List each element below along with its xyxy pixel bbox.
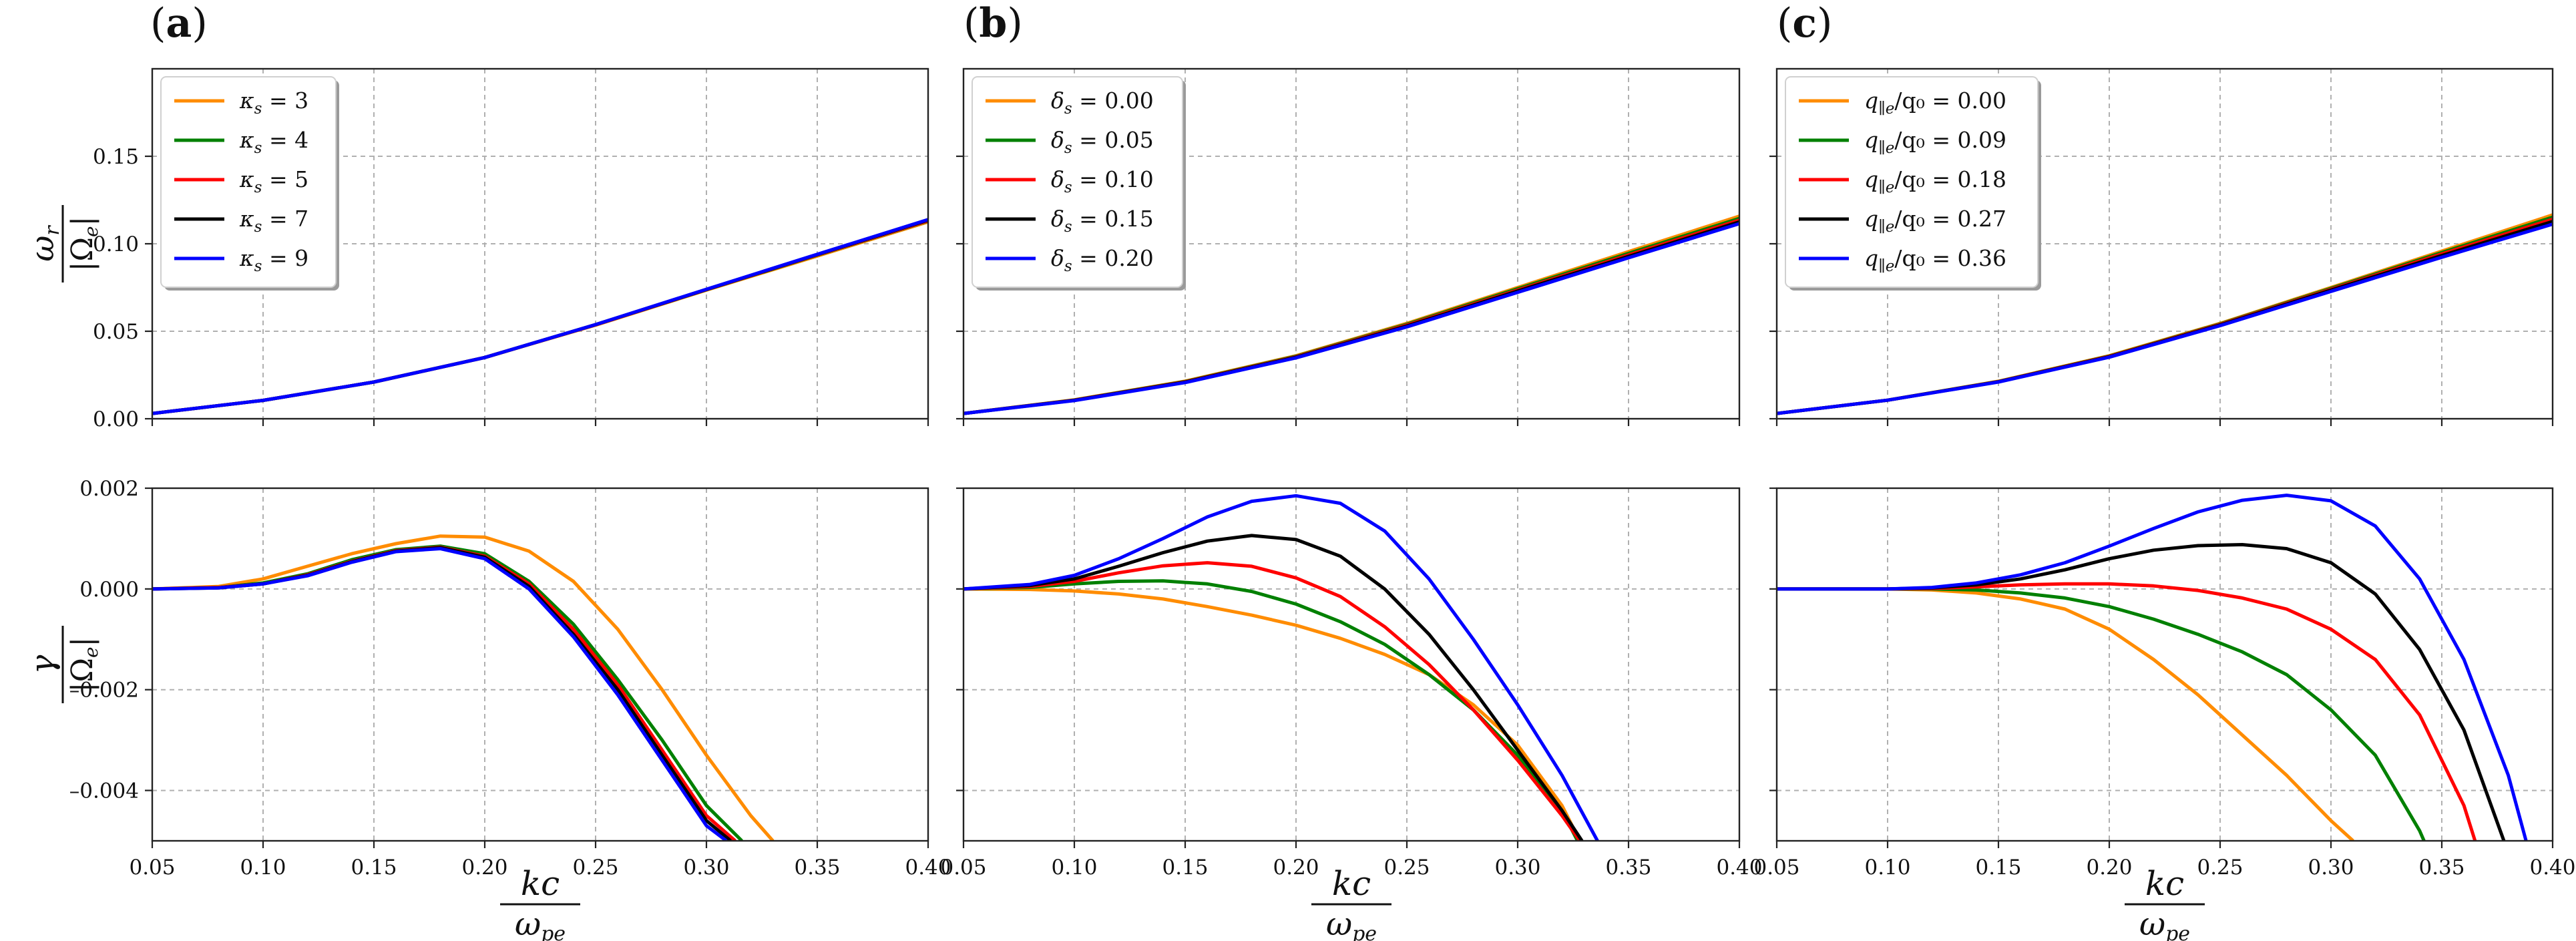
x-tick-label: 0.15: [1975, 856, 2021, 880]
y-tick-label: 0.000: [79, 578, 139, 602]
x-tick-label: 0.10: [1051, 856, 1097, 880]
legend: δs = 0.00 δs = 0.05 δs = 0.10 δs = 0.15 δs =…: [972, 76, 1186, 291]
legend-label: κs = 4: [239, 127, 308, 157]
axes-frame: [151, 487, 929, 842]
legend: κs = 3 κs = 4 κs = 5 κs = 7 κs = 9: [160, 76, 339, 291]
x-tick-label: 0.20: [2086, 856, 2132, 880]
x-tick-label: 0.40: [2529, 856, 2575, 880]
x-tick-label: 0.15: [351, 856, 397, 880]
axes-frame: [962, 487, 1741, 842]
legend-label: κs = 5: [239, 166, 308, 196]
axes-c-bottom: 0.05 0.10 0.15 0.20 0.25 0.30 0.35 0.40: [1753, 487, 2576, 880]
axes-a-bottom: 0.05 0.10 0.15 0.20 0.25 0.30 0.35 0.40 0.002 0.0…: [69, 477, 951, 880]
y-tick-label: 0.15: [93, 145, 139, 169]
svg-text:ωpe: ωpe: [515, 906, 566, 941]
x-tick-label: 0.25: [572, 856, 618, 880]
series-line-b-bottom-2: [963, 561, 1582, 841]
axes-b-top: δs = 0.00 δs = 0.05 δs = 0.10 δs = 0.15 δs =…: [956, 67, 1741, 426]
svg-text:|Ωe|: |Ωe|: [65, 216, 102, 272]
series-line-a-bottom-1: [152, 544, 743, 841]
legend-label: q∥e/q₀ = 0.00: [1864, 87, 2006, 118]
y-tick-label: 0.10: [93, 232, 139, 256]
panel-label: (c): [1777, 0, 1832, 47]
x-tick-label: 0.35: [2418, 856, 2464, 880]
x-tick-label: 0.40: [905, 856, 951, 880]
series-line-b-bottom-3: [963, 534, 1584, 841]
x-tick-label: 0.30: [2308, 856, 2354, 880]
axes-b-bottom: 0.05 0.10 0.15 0.20 0.25 0.30 0.35 0.40: [940, 487, 1763, 880]
legend-label: δs = 0.20: [1051, 245, 1154, 275]
x-tick-label: 0.40: [1716, 856, 1762, 880]
svg-text:|Ωe|: |Ωe|: [65, 637, 102, 693]
legend-label: δs = 0.15: [1051, 206, 1154, 236]
series-line-b-bottom-0: [963, 587, 1582, 841]
x-tick-label: 0.20: [461, 856, 507, 880]
y-tick-label: 0.002: [79, 477, 139, 501]
x-tick-label: 0.05: [940, 856, 986, 880]
svg-text:kc: kc: [521, 864, 560, 903]
x-tick-label: 0.15: [1162, 856, 1208, 880]
x-tick-label: 0.35: [794, 856, 840, 880]
x-tick-label: 0.10: [1864, 856, 1910, 880]
panel-label: (a): [150, 0, 208, 47]
x-tick-label: 0.05: [129, 856, 175, 880]
y-tick-label: 0.05: [93, 320, 139, 344]
panel-label: (b): [963, 0, 1023, 47]
series-line-a-top-4: [152, 218, 928, 415]
series-line-a-bottom-3: [152, 546, 732, 841]
legend-label: δs = 0.05: [1051, 127, 1154, 157]
legend-label: κs = 3: [239, 87, 308, 118]
legend-label: κs = 9: [239, 245, 308, 275]
x-tick-label: 0.30: [683, 856, 729, 880]
x-tick-label: 0.30: [1494, 856, 1540, 880]
legend-label: q∥e/q₀ = 0.36: [1864, 245, 2006, 275]
y-tick-label: –0.004: [69, 779, 139, 803]
svg-text:kc: kc: [2145, 864, 2184, 903]
x-tick-label: 0.25: [2197, 856, 2243, 880]
x-tick-label: 0.25: [1383, 856, 1430, 880]
series-line-b-bottom-1: [963, 579, 1579, 841]
x-tick-label: 0.20: [1273, 856, 1319, 880]
y-tick-label: 0.00: [93, 407, 139, 431]
legend-label: δs = 0.00: [1051, 87, 1154, 118]
legend-box: [1785, 76, 2038, 288]
legend-label: q∥e/q₀ = 0.09: [1864, 127, 2006, 157]
x-tick-label: 0.05: [1753, 856, 1799, 880]
svg-text:ωr: ωr: [24, 225, 64, 262]
series-line-c-top-4: [1777, 222, 2553, 415]
axes-a-top: 0.00 0.05 0.10 0.15 κs = 3 κs = 4 κs = 5 κs = 7…: [93, 67, 929, 431]
y-axis-label-bottom: γ |Ωe|: [24, 626, 102, 703]
legend: q∥e/q₀ = 0.00 q∥e/q₀ = 0.09 q∥e/q₀ = 0.18 q…: [1785, 76, 2041, 291]
series-line-b-top-4: [963, 222, 1739, 415]
svg-text:γ: γ: [24, 654, 61, 674]
legend-label: κs = 7: [239, 206, 308, 236]
svg-text:ωpe: ωpe: [2139, 906, 2190, 941]
y-axis-label-top: ωr|Ωe|: [24, 205, 102, 283]
legend-label: q∥e/q₀ = 0.27: [1864, 206, 2006, 236]
series-line-c-bottom-4: [1777, 494, 2528, 841]
series-line-c-bottom-0: [1777, 587, 2354, 841]
legend-box: [972, 76, 1183, 288]
x-tick-label: 0.35: [1605, 856, 1651, 880]
series-line-c-bottom-2: [1777, 582, 2477, 841]
series-line-b-bottom-4: [963, 494, 1599, 841]
series-line-a-bottom-2: [152, 545, 736, 841]
series-line-a-bottom-4: [152, 547, 728, 841]
axes-c-top: q∥e/q₀ = 0.00 q∥e/q₀ = 0.09 q∥e/q₀ = 0.18 q…: [1769, 67, 2554, 426]
axes-frame: [1775, 487, 2554, 842]
series-line-a-bottom-0: [152, 534, 775, 841]
y-tick-label: –0.002: [69, 679, 139, 703]
legend-box: [160, 76, 337, 288]
svg-text:kc: kc: [1332, 864, 1371, 903]
x-tick-label: 0.10: [240, 856, 286, 880]
svg-text:ωpe: ωpe: [1326, 906, 1377, 941]
legend-label: δs = 0.10: [1051, 166, 1154, 196]
legend-label: q∥e/q₀ = 0.18: [1864, 166, 2006, 196]
